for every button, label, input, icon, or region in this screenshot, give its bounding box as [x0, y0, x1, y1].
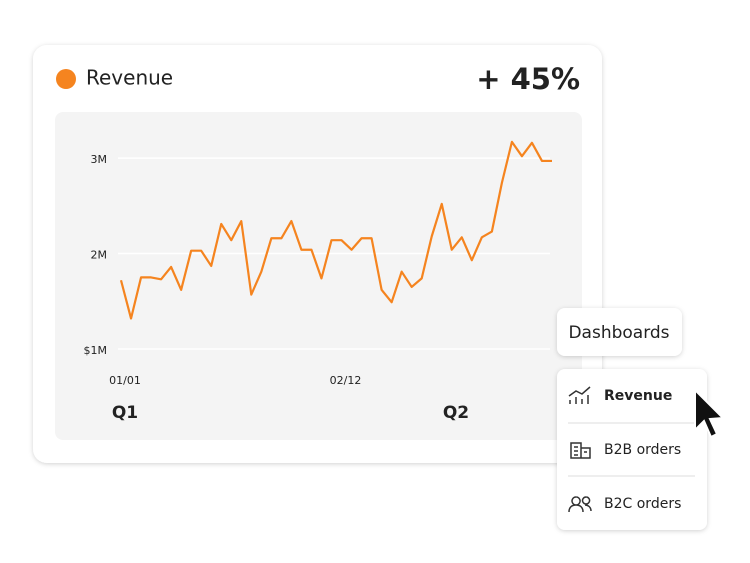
dashboards-label[interactable]: Dashboards: [568, 323, 669, 343]
legend-dot: [56, 69, 76, 89]
plot: $1M 2M 3M 01/01 02/12: [84, 140, 552, 387]
card-title: Revenue: [86, 66, 173, 90]
y-tick-label: $1M: [84, 344, 108, 357]
cursor: [694, 387, 726, 439]
icons: [568, 386, 592, 513]
x-tick-label: 01/01: [109, 374, 141, 387]
y-tick-label: 2M: [91, 249, 108, 262]
kpi: + 45%: [476, 62, 580, 96]
chart-panel: [55, 112, 582, 440]
menu-item[interactable]: B2C orders: [604, 496, 681, 512]
menu-item[interactable]: B2B orders: [604, 442, 681, 458]
quarter-label: Q2: [443, 403, 469, 423]
people-icon: [568, 496, 592, 513]
menu-item[interactable]: Revenue: [604, 388, 672, 404]
building-icon: [570, 442, 591, 459]
x-tick-label: 02/12: [330, 374, 362, 387]
dropdown: [557, 369, 707, 530]
dashboards-button[interactable]: [557, 308, 682, 356]
chart-icon: [568, 386, 591, 404]
quarter-label: Q1: [112, 403, 138, 423]
line: [119, 140, 552, 320]
y-tick-label: 3M: [91, 153, 108, 166]
